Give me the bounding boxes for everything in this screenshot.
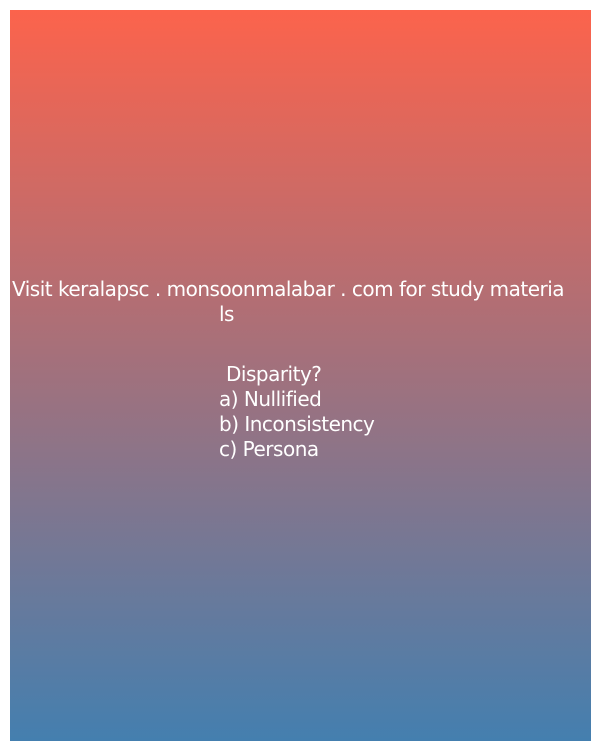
option-a: a) Nullified	[219, 387, 322, 411]
quiz-text-block: Visit keralapsc . monsoonmalabar . com f…	[12, 277, 591, 477]
option-b: b) Inconsistency	[219, 412, 375, 436]
option-c: c) Persona	[219, 437, 319, 461]
question-text: Disparity?	[226, 362, 322, 386]
promo-text-line-2: ls	[219, 302, 234, 326]
quiz-card: Visit keralapsc . monsoonmalabar . com f…	[10, 10, 591, 741]
promo-text-line-1: Visit keralapsc . monsoonmalabar . com f…	[12, 277, 565, 301]
